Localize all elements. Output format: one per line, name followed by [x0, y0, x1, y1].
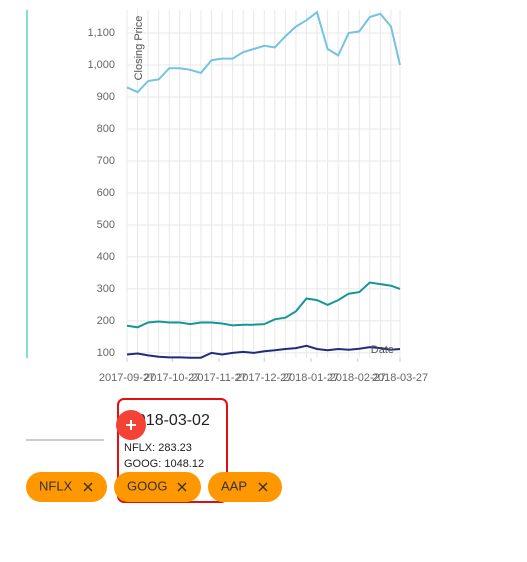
y-tick-label: 800	[97, 123, 115, 135]
y-tick-label: 1,100	[87, 27, 115, 39]
chart: 100 200 300 400 500 600 700 800 900 1,000 1,100 201…	[87, 10, 428, 384]
y-tick-label: 400	[97, 251, 115, 263]
chip-close[interactable]	[83, 482, 93, 492]
y-tick-label: 200	[97, 315, 115, 327]
y-tick-label: 900	[97, 91, 115, 103]
tooltip-line: NFLX: 283.23	[124, 442, 192, 454]
tooltip-line: GOOG: 1048.12	[124, 458, 204, 470]
chip-bg[interactable]	[114, 472, 201, 502]
chip-label: NFLX	[39, 478, 73, 493]
chip-bg[interactable]	[208, 472, 282, 502]
y-tick-label: 100	[97, 347, 115, 359]
series-line	[126, 281, 401, 329]
chip-label: AAP	[221, 478, 247, 493]
x-tick-label: 2017-12-27	[236, 372, 292, 384]
add-icon	[126, 420, 136, 430]
chip-label: GOOG	[127, 478, 167, 493]
series-line	[126, 10, 401, 94]
x-tick-label: 2018-03-27	[372, 372, 428, 384]
y-tick-label: 500	[97, 219, 115, 231]
chip-close[interactable]	[258, 482, 268, 492]
chip-close[interactable]	[177, 482, 187, 492]
tooltip-date: 2018-03-02	[128, 412, 210, 429]
x-tick-label: 2017-11-27	[191, 372, 246, 384]
chip[interactable]: AAP	[208, 472, 282, 502]
x-tick-label: 2017-10-27	[144, 372, 200, 384]
y-axis-label: Closing Price	[133, 16, 145, 81]
chip[interactable]: NFLX	[26, 472, 107, 502]
x-axis-label: Date	[371, 344, 394, 356]
x-tick-label: 2017-09-27	[99, 372, 155, 384]
y-tick-label: 600	[97, 187, 115, 199]
x-tick-label: 2018-01-27	[283, 372, 339, 384]
y-tick-label: 300	[97, 283, 115, 295]
chips: NFLX GOOG AAP	[26, 472, 282, 502]
y-tick-label: 700	[97, 155, 115, 167]
chip[interactable]: GOOG	[114, 472, 201, 502]
y-tick-label: 1,000	[87, 59, 115, 71]
series-line	[126, 344, 401, 359]
chip-bg[interactable]	[26, 472, 107, 502]
x-tick-label: 2018-02-27	[330, 372, 386, 384]
